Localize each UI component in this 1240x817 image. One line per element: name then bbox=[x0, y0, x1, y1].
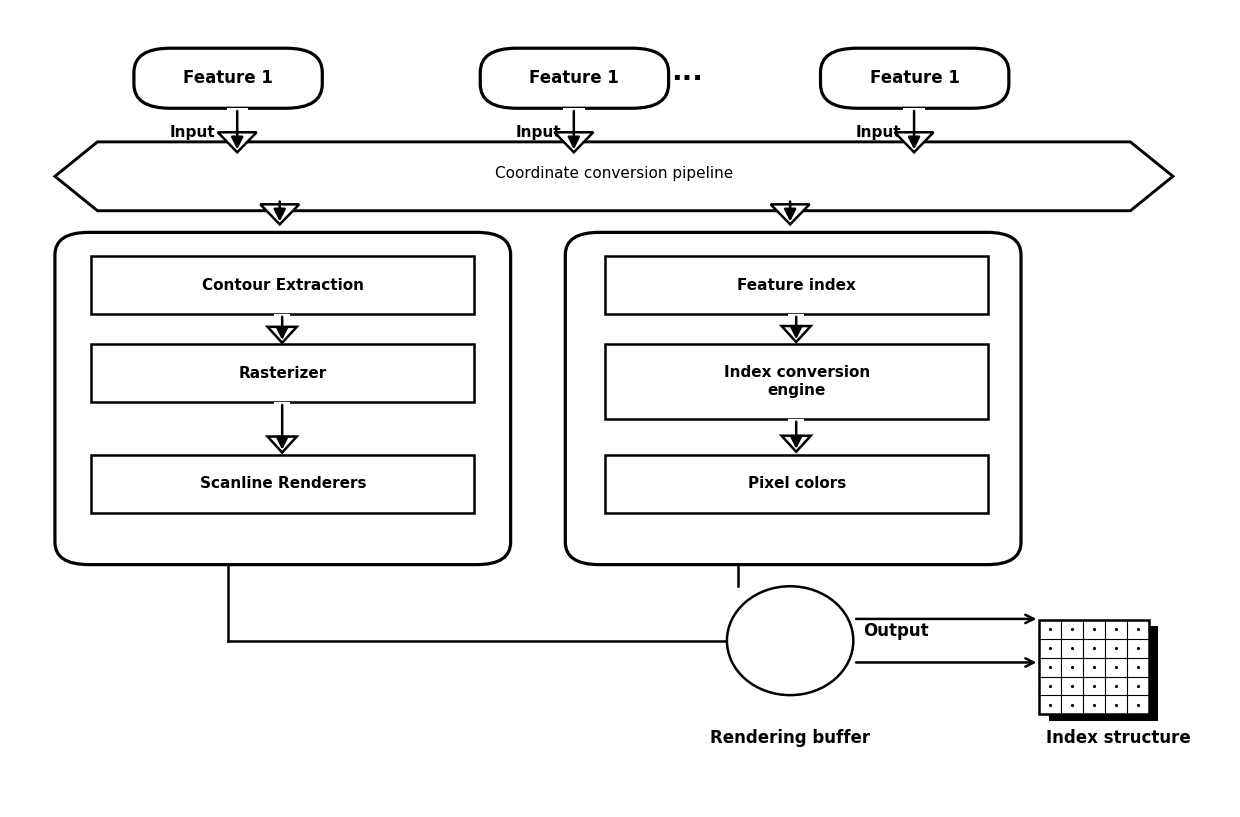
Text: Input: Input bbox=[170, 125, 215, 140]
Bar bbox=[563, 108, 584, 132]
Text: Index structure: Index structure bbox=[1045, 730, 1190, 748]
Polygon shape bbox=[894, 132, 934, 152]
Bar bbox=[92, 455, 474, 512]
FancyBboxPatch shape bbox=[565, 232, 1021, 565]
Text: Scanline Renderers: Scanline Renderers bbox=[200, 476, 366, 491]
Polygon shape bbox=[554, 132, 593, 152]
Bar bbox=[780, 199, 801, 204]
Bar bbox=[269, 199, 290, 204]
Polygon shape bbox=[781, 326, 811, 342]
Bar bbox=[274, 402, 290, 436]
Text: Coordinate conversion pipeline: Coordinate conversion pipeline bbox=[495, 167, 733, 181]
FancyBboxPatch shape bbox=[480, 48, 668, 108]
Polygon shape bbox=[771, 204, 810, 225]
Bar bbox=[92, 345, 474, 402]
Text: Input: Input bbox=[856, 125, 901, 140]
Polygon shape bbox=[781, 435, 811, 452]
Polygon shape bbox=[260, 204, 299, 225]
Text: Rasterizer: Rasterizer bbox=[238, 366, 327, 381]
Text: Rendering buffer: Rendering buffer bbox=[711, 730, 870, 748]
Bar bbox=[1049, 627, 1158, 721]
Bar bbox=[605, 257, 988, 314]
Bar bbox=[92, 257, 474, 314]
Text: Input: Input bbox=[516, 125, 562, 140]
Bar bbox=[904, 108, 925, 132]
Text: ···: ··· bbox=[671, 65, 703, 92]
Text: Contour Extraction: Contour Extraction bbox=[202, 278, 363, 292]
Bar bbox=[789, 419, 805, 435]
Text: Feature 1: Feature 1 bbox=[529, 69, 619, 87]
Bar bbox=[605, 345, 988, 419]
Polygon shape bbox=[268, 436, 296, 453]
Text: Feature index: Feature index bbox=[738, 278, 857, 292]
Bar bbox=[274, 314, 290, 327]
Text: Feature 1: Feature 1 bbox=[184, 69, 273, 87]
Bar bbox=[789, 314, 805, 326]
FancyBboxPatch shape bbox=[821, 48, 1009, 108]
Bar bbox=[605, 455, 988, 512]
Bar bbox=[227, 108, 248, 132]
Polygon shape bbox=[55, 142, 1173, 211]
Polygon shape bbox=[218, 132, 257, 152]
FancyBboxPatch shape bbox=[55, 232, 511, 565]
Text: Pixel colors: Pixel colors bbox=[748, 476, 846, 491]
Text: Output: Output bbox=[863, 622, 929, 640]
Polygon shape bbox=[268, 327, 296, 343]
Ellipse shape bbox=[727, 587, 853, 695]
Text: Index conversion
engine: Index conversion engine bbox=[724, 365, 870, 398]
Text: Feature 1: Feature 1 bbox=[869, 69, 960, 87]
Bar bbox=[1039, 620, 1148, 714]
FancyBboxPatch shape bbox=[134, 48, 322, 108]
